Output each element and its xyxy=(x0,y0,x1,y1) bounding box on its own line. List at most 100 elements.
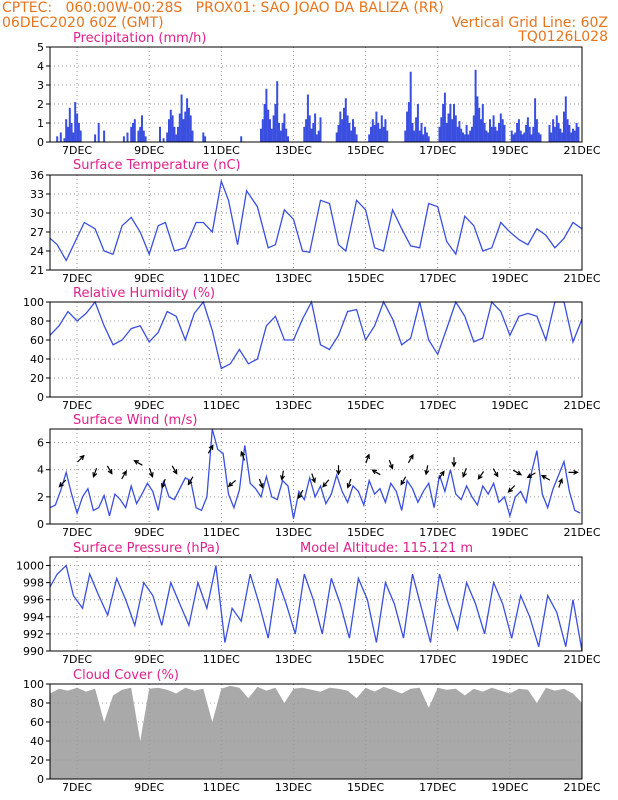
wind-direction-arrow-icon xyxy=(133,460,143,466)
rh-ytick-label: 40 xyxy=(30,353,44,366)
cloud-xtick-label: 17DEC xyxy=(419,781,456,794)
precip-bar xyxy=(276,81,279,142)
pres-ytick-label: 1000 xyxy=(16,560,44,573)
wind-xtick-label: 7DEC xyxy=(62,526,92,539)
precip-bar xyxy=(445,123,448,142)
precip-bar xyxy=(380,115,383,142)
precip-bar xyxy=(346,115,349,142)
precip-bar xyxy=(177,126,179,142)
precip-bar xyxy=(572,128,574,142)
temp-frame xyxy=(49,174,583,271)
precip-bar xyxy=(341,119,344,142)
precip-bar xyxy=(352,119,354,142)
precip-bar xyxy=(263,104,266,142)
precip-bar xyxy=(563,111,565,142)
rh-xtick-label: 19DEC xyxy=(491,399,528,412)
precip-bar xyxy=(514,132,517,142)
wind-direction-arrow-icon xyxy=(438,470,445,480)
precip-ytick-label: 4 xyxy=(37,60,44,73)
temp-ytick-label: 30 xyxy=(30,207,44,220)
precip-bar xyxy=(427,136,430,142)
precip-xtick-label: 11DEC xyxy=(203,144,240,157)
wind-xtick-label: 13DEC xyxy=(275,526,312,539)
rh-xtick-label: 9DEC xyxy=(134,399,164,412)
rh-xtick-label: 15DEC xyxy=(347,399,384,412)
temp-ytick-label: 27 xyxy=(30,226,44,239)
precip-bar xyxy=(517,119,520,142)
precip-bar xyxy=(178,113,181,142)
pres-xtick-label: 9DEC xyxy=(134,653,164,666)
wind-ytick-label: 6 xyxy=(37,437,44,450)
precip-bar xyxy=(550,132,553,142)
precip-ytick-label: 0 xyxy=(37,136,44,149)
precip-bar xyxy=(260,128,262,142)
precip-bar xyxy=(144,136,147,142)
precip-bar xyxy=(317,130,320,142)
precip-bar xyxy=(555,115,558,142)
pres-frame xyxy=(49,556,583,652)
cloud-ytick-label: 60 xyxy=(30,716,44,729)
wind-direction-arrow-icon xyxy=(227,479,236,488)
precip-bar xyxy=(265,88,268,142)
precip-bar xyxy=(279,130,282,142)
cloud-ytick-label: 100 xyxy=(23,678,44,691)
precip-bar xyxy=(487,132,490,142)
rh-title: Relative Humidity (%) xyxy=(73,286,215,301)
wind-direction-arrow-icon xyxy=(258,478,264,489)
header-grid-line: Vertical Grid Line: 60Z xyxy=(451,15,608,31)
rh-xtick-label: 13DEC xyxy=(275,399,312,412)
precip-bar xyxy=(180,94,183,142)
precip-bar xyxy=(422,134,425,142)
precip-bar xyxy=(503,124,506,142)
precip-bar xyxy=(133,119,136,142)
cloud-frame xyxy=(49,683,583,780)
precip-bar xyxy=(424,126,427,142)
pres-ytick-label: 994 xyxy=(23,611,44,624)
precip-bar xyxy=(499,113,502,142)
wind-direction-arrow-icon xyxy=(187,476,194,486)
precip-bar xyxy=(460,128,463,142)
precip-bar xyxy=(456,126,459,142)
precip-bar xyxy=(168,119,170,142)
precip-xtick-label: 7DEC xyxy=(62,144,92,157)
precip-bar xyxy=(498,123,500,142)
precip-bar xyxy=(267,109,270,142)
temp-xtick-label: 9DEC xyxy=(134,272,164,285)
precip-frame xyxy=(49,46,583,143)
precip-bar xyxy=(557,123,560,142)
pres-ytick-label: 998 xyxy=(23,577,44,590)
precip-bar xyxy=(442,104,445,142)
temp-xtick-label: 7DEC xyxy=(62,272,92,285)
precip-bar xyxy=(97,123,100,142)
precip-bar xyxy=(525,124,528,142)
precip-bar xyxy=(76,113,79,142)
wind-direction-arrow-icon xyxy=(407,453,414,464)
precip-bar xyxy=(492,115,495,142)
rh-xtick-label: 11DEC xyxy=(203,399,240,412)
precip-bar xyxy=(469,130,472,142)
precip-bar xyxy=(142,130,145,142)
precip-bar xyxy=(494,126,497,142)
precip-bar xyxy=(453,104,455,142)
precip-bar xyxy=(272,115,275,142)
precip-bar xyxy=(384,119,387,142)
precip-bar xyxy=(521,134,524,142)
rh-ytick-label: 100 xyxy=(23,296,44,309)
rh-ytick-label: 0 xyxy=(37,391,44,404)
precip-bar xyxy=(451,119,454,142)
precip-bar xyxy=(449,104,452,142)
cloud-ytick-label: 80 xyxy=(30,697,44,710)
wind-direction-arrow-icon xyxy=(335,465,342,476)
wind-xtick-label: 15DEC xyxy=(347,526,384,539)
precip-bar xyxy=(534,98,537,142)
precip-bar xyxy=(274,104,277,142)
precip-bar xyxy=(74,102,77,142)
pres-xtick-label: 13DEC xyxy=(275,653,312,666)
precip-ytick-label: 2 xyxy=(37,98,44,111)
precip-bar xyxy=(204,136,207,142)
precip-bar xyxy=(553,126,556,142)
pres-series-line xyxy=(49,564,583,652)
cloud-ytick-label: 40 xyxy=(30,735,44,748)
wind-xtick-label: 17DEC xyxy=(419,526,456,539)
